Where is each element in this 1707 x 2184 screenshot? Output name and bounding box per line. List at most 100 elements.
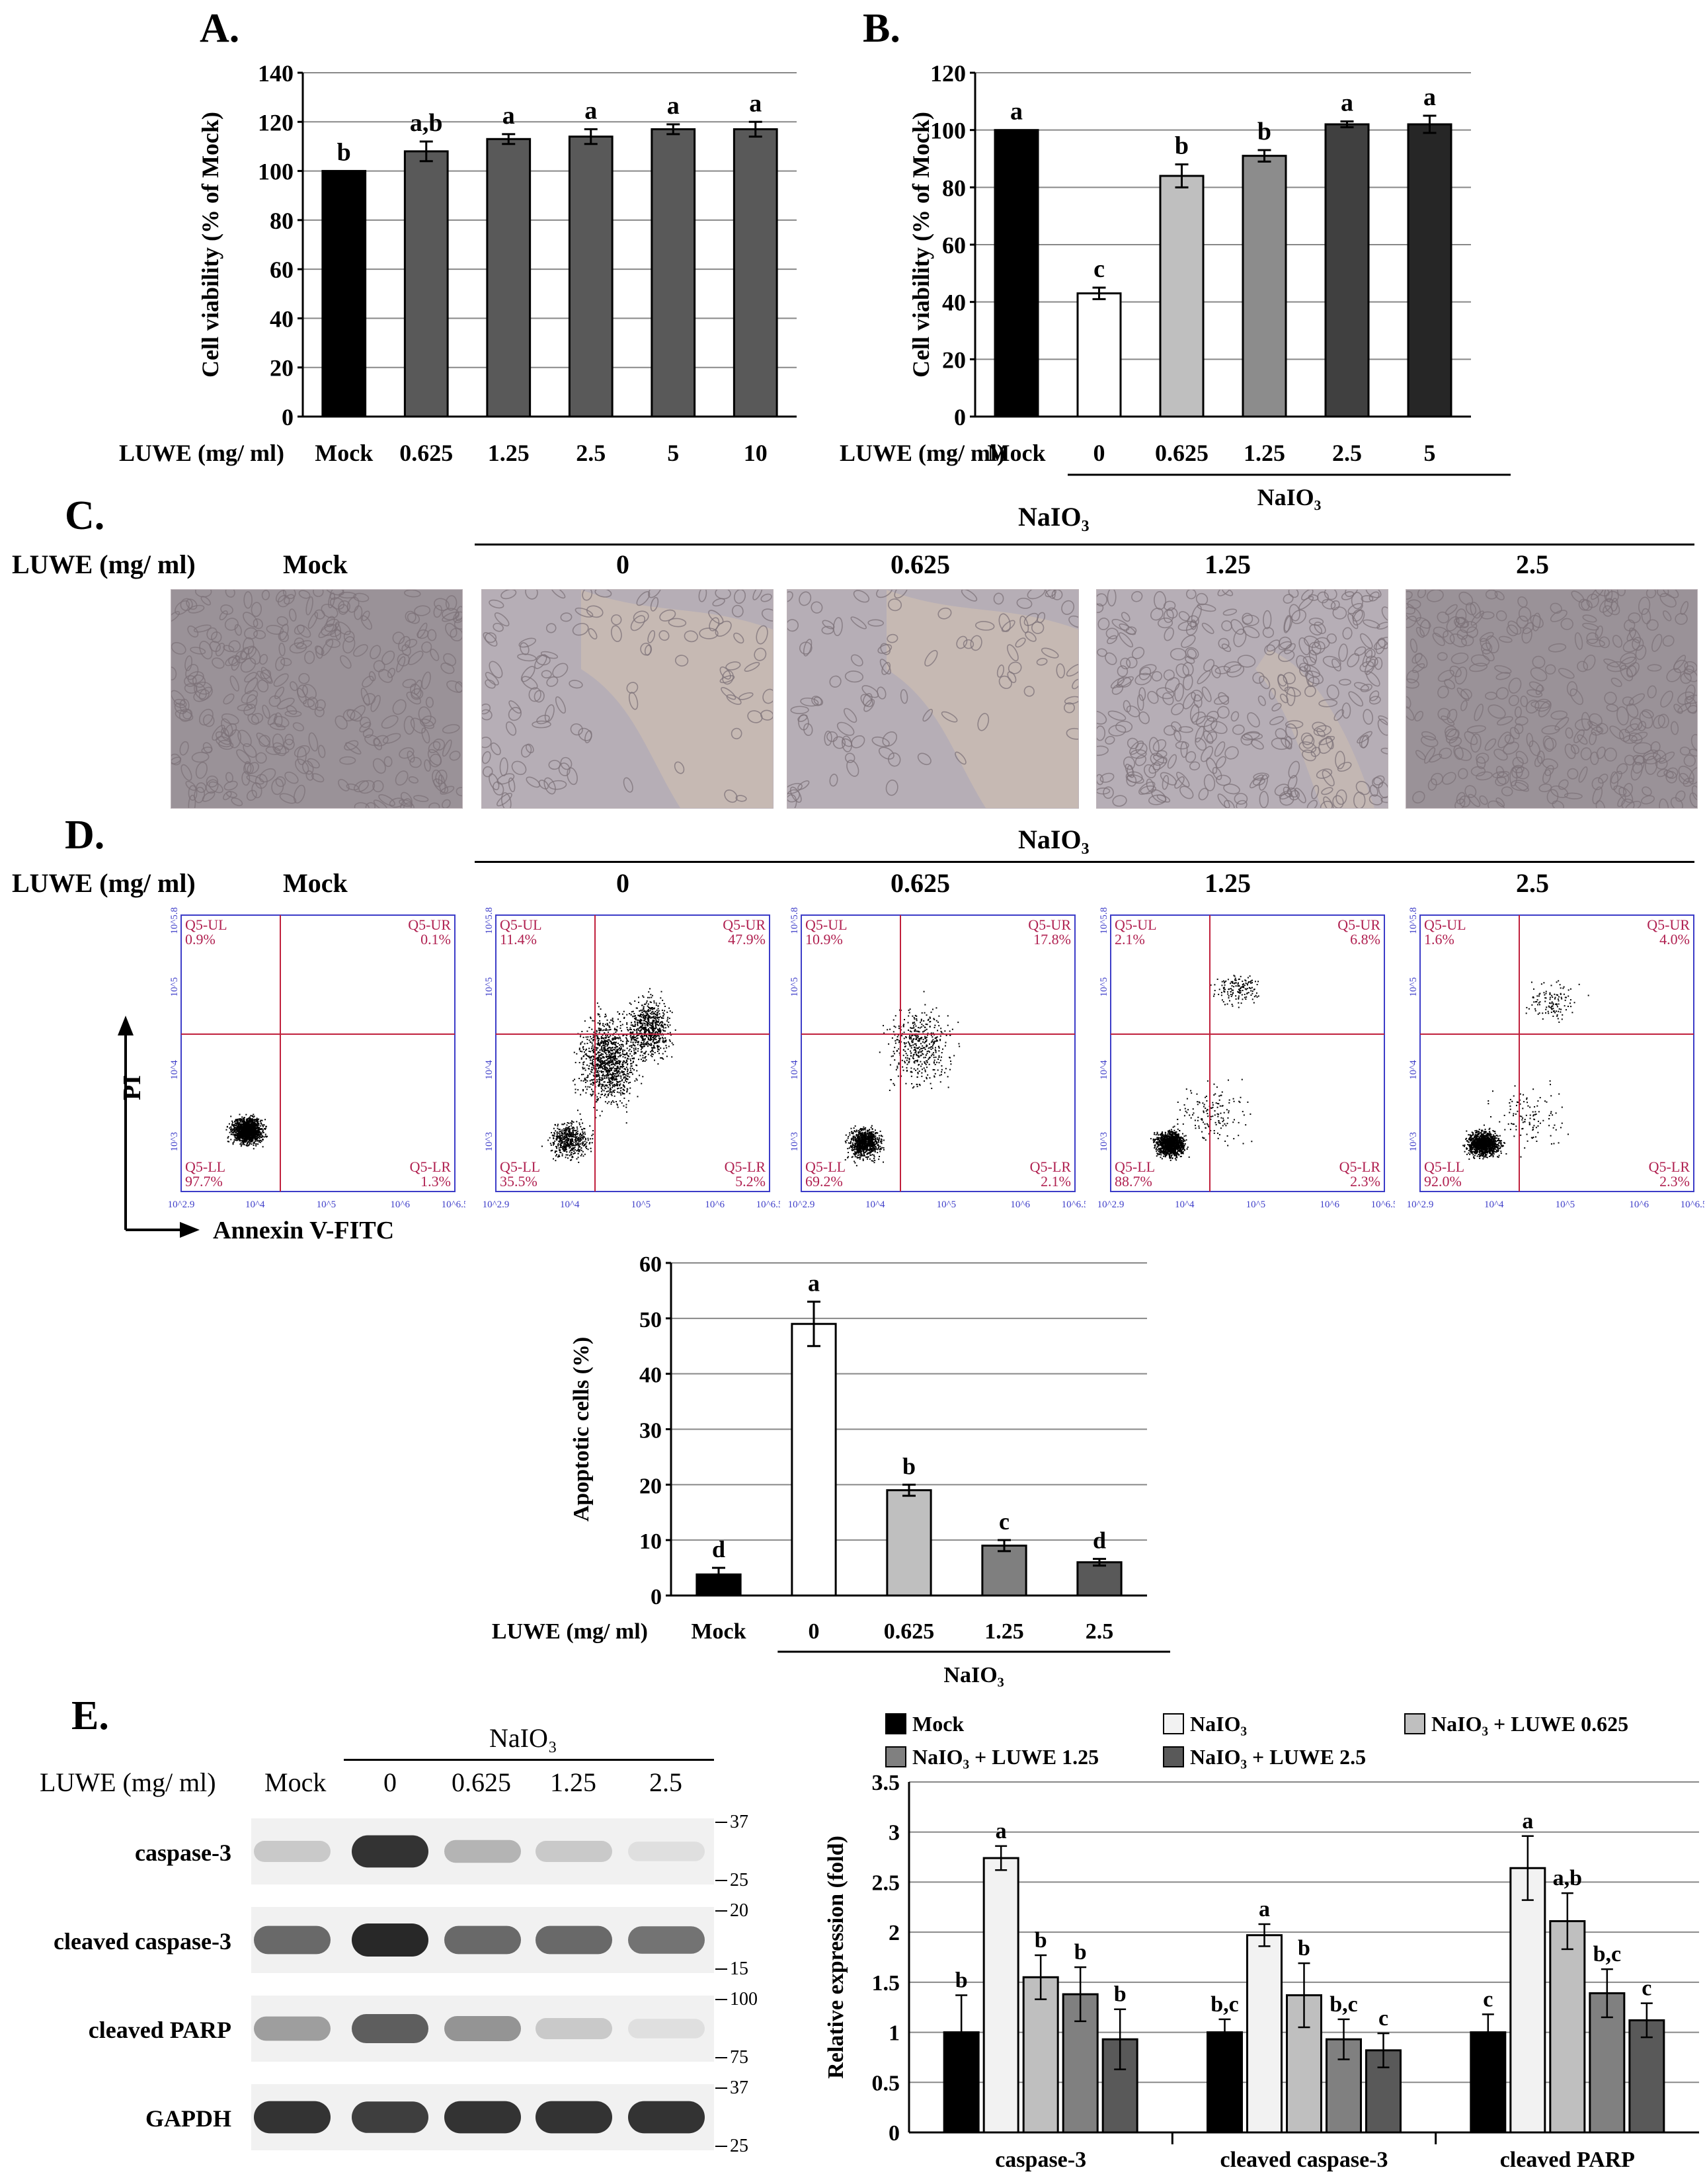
event-dot xyxy=(658,1041,660,1043)
event-dot xyxy=(256,1120,258,1122)
event-dot xyxy=(607,1081,609,1083)
event-dot xyxy=(613,1038,615,1040)
event-dot xyxy=(561,1153,563,1155)
event-dot xyxy=(657,1011,659,1013)
event-dot xyxy=(595,1065,597,1067)
event-dot xyxy=(617,1087,619,1089)
cell-outline xyxy=(1659,592,1677,608)
panel-c-luwe-label: LUWE (mg/ ml) xyxy=(12,549,196,579)
event-dot xyxy=(612,1038,614,1040)
cell-outline xyxy=(280,657,292,667)
event-dot xyxy=(621,1063,623,1065)
event-dot xyxy=(598,1038,600,1040)
cell-outline xyxy=(1175,663,1189,678)
cell-outline xyxy=(1595,625,1603,639)
event-dot xyxy=(559,1141,561,1143)
cell-outline xyxy=(1099,772,1115,783)
event-dot xyxy=(598,1073,600,1075)
cell-outline xyxy=(1373,775,1385,786)
event-dot xyxy=(605,1030,607,1031)
event-dot xyxy=(632,1036,634,1038)
event-dot xyxy=(253,1135,255,1137)
event-dot xyxy=(251,1119,253,1121)
cell-outline xyxy=(1176,772,1190,788)
cell-outline xyxy=(1269,715,1285,725)
event-dot xyxy=(601,1067,603,1069)
event-dot xyxy=(668,1045,670,1047)
event-dot xyxy=(556,1133,558,1135)
event-dot xyxy=(619,1065,621,1067)
event-dot xyxy=(610,1061,612,1063)
event-dot xyxy=(598,1043,600,1045)
cell-outline xyxy=(1354,646,1367,656)
event-dot xyxy=(257,1138,258,1140)
panel-c-col-25: 2.5 xyxy=(1516,549,1549,579)
cell-outline xyxy=(1655,757,1668,770)
event-dot xyxy=(602,1063,604,1065)
event-dot xyxy=(659,1030,661,1031)
event-dot xyxy=(614,1070,615,1072)
event-dot xyxy=(630,1041,632,1043)
event-dot xyxy=(607,1073,609,1075)
event-dot xyxy=(619,1100,621,1102)
event-dot xyxy=(642,1057,644,1059)
cell-outline xyxy=(1153,754,1168,764)
cell-outline xyxy=(1426,590,1444,602)
event-dot xyxy=(575,1092,576,1094)
event-dot xyxy=(579,1141,581,1143)
event-dot xyxy=(253,1143,255,1145)
cell-outline xyxy=(594,590,612,598)
event-dot xyxy=(571,1134,573,1136)
event-dot xyxy=(578,1141,580,1143)
event-dot xyxy=(247,1130,249,1132)
cell-outline xyxy=(1163,669,1175,681)
cell-outline xyxy=(427,629,437,641)
event-dot xyxy=(622,1045,624,1047)
cell-outline xyxy=(1626,629,1636,641)
event-dot xyxy=(596,1049,598,1051)
event-dot xyxy=(253,1148,255,1150)
event-dot xyxy=(590,1035,592,1037)
event-dot xyxy=(265,1127,267,1129)
event-dot xyxy=(648,991,650,993)
cell-outline xyxy=(496,792,512,807)
event-dot xyxy=(610,1059,612,1061)
cell-outline xyxy=(567,767,578,786)
event-dot xyxy=(631,1068,633,1070)
event-dot xyxy=(257,1119,258,1121)
event-dot xyxy=(612,1060,614,1062)
cell-outline xyxy=(1136,694,1144,711)
event-dot xyxy=(610,1035,612,1037)
event-dot xyxy=(632,1025,634,1027)
cell-outline xyxy=(525,743,534,754)
event-dot xyxy=(600,1042,602,1044)
event-dot xyxy=(617,1074,619,1076)
cell-outline xyxy=(284,733,294,746)
cell-outline xyxy=(1121,612,1131,622)
cell-outline xyxy=(1165,677,1180,693)
cell-outline xyxy=(1361,734,1369,748)
event-dot xyxy=(622,1074,624,1076)
cell-outline xyxy=(1321,787,1333,795)
event-dot xyxy=(657,1008,659,1010)
event-dot xyxy=(238,1139,240,1141)
cell-outline xyxy=(1618,729,1631,742)
event-dot xyxy=(247,1125,249,1127)
cell-outline xyxy=(246,789,257,801)
event-dot xyxy=(242,1124,244,1126)
event-dot xyxy=(610,1054,612,1056)
event-dot xyxy=(250,1132,252,1134)
event-dot xyxy=(262,1139,264,1141)
event-dot xyxy=(625,1080,627,1082)
event-dot xyxy=(645,1043,647,1045)
event-dot xyxy=(237,1125,239,1127)
cell-outline xyxy=(421,641,432,653)
event-dot xyxy=(623,1085,625,1087)
event-dot xyxy=(252,1139,254,1141)
event-dot xyxy=(642,1014,644,1016)
cell-outline xyxy=(1645,756,1658,775)
event-dot xyxy=(610,1103,612,1105)
event-dot xyxy=(595,1076,597,1078)
event-dot xyxy=(582,1047,584,1049)
cell-outline xyxy=(1641,608,1651,625)
